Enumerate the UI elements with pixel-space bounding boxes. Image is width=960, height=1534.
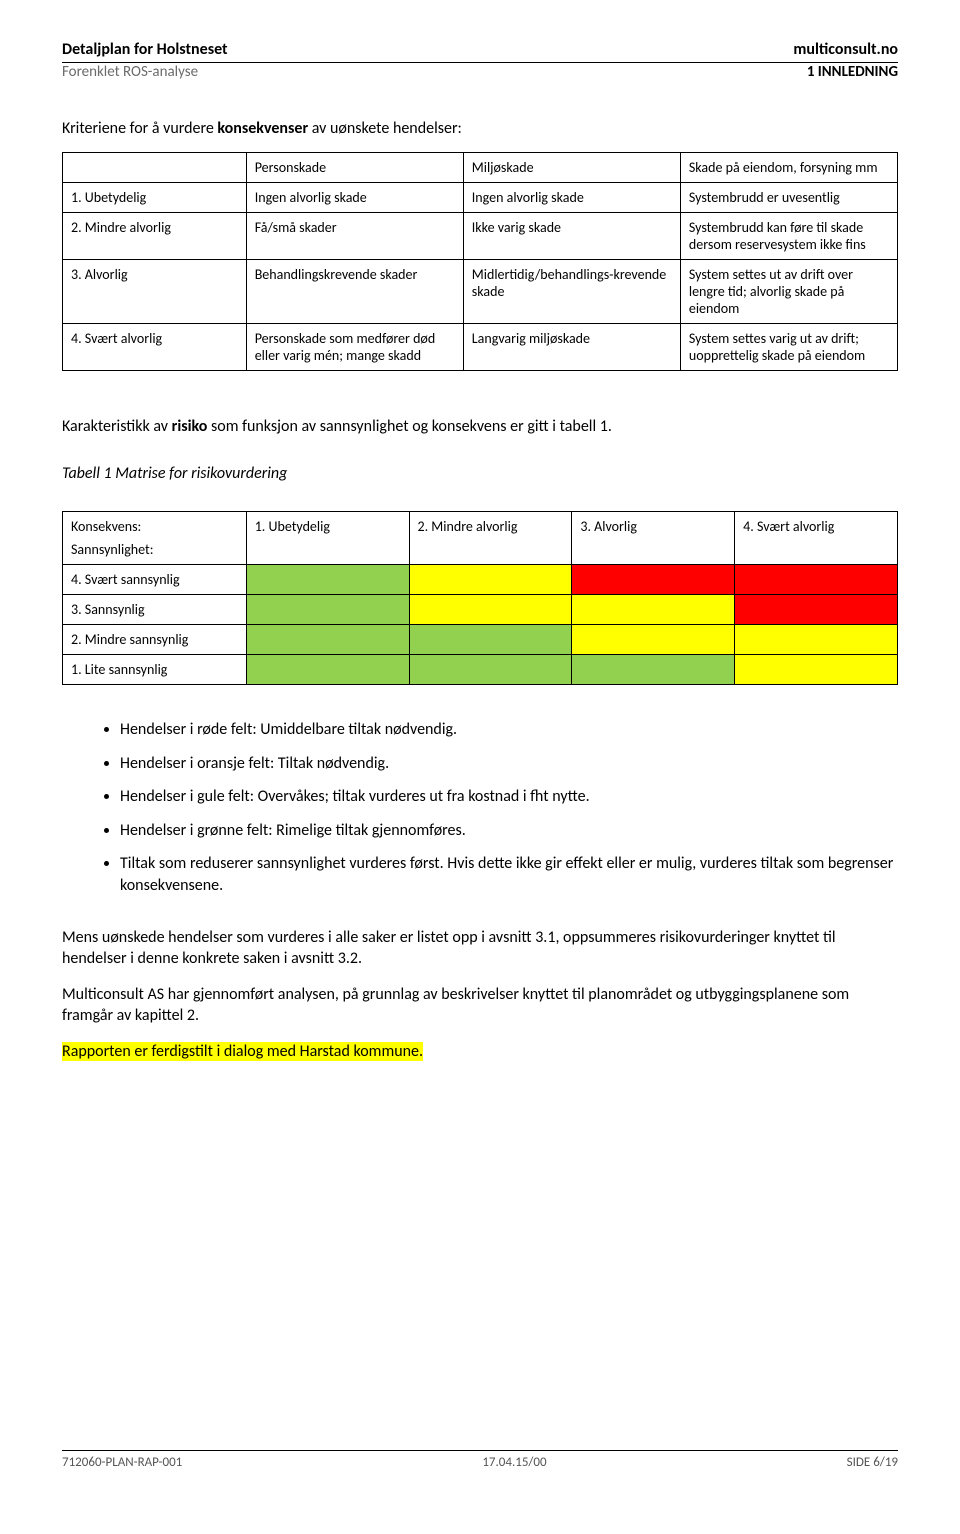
matrix-cell: [409, 565, 572, 595]
page-header: Detaljplan for Holstneset multiconsult.n…: [62, 40, 898, 81]
matrix-col-3: 3. Alvorlig: [572, 512, 735, 565]
para-2: Multiconsult AS har gjennomført analysen…: [62, 984, 898, 1027]
matrix-row-label: 3. Sannsynlig: [63, 595, 247, 625]
header-row-2: Forenklet ROS-analyse 1 INNLEDNING: [62, 63, 898, 81]
table-header-row: Personskade Miljøskade Skade på eiendom,…: [63, 153, 898, 183]
table-cell: Systembrudd kan føre til skade dersom re…: [680, 213, 897, 260]
doc-title: Detaljplan for Holstneset: [62, 40, 228, 59]
k-suffix: som funksjon av sannsynlighet og konsekv…: [207, 417, 612, 436]
table-cell: Midlertidig/behandlings-krevende skade: [463, 260, 680, 324]
bullet-item: Hendelser i grønne felt: Rimelige tiltak…: [120, 820, 898, 842]
table-row: 1. UbetydeligIngen alvorlig skadeIngen a…: [63, 183, 898, 213]
k-prefix: Karakteristikk av: [62, 417, 172, 436]
header-row-1: Detaljplan for Holstneset multiconsult.n…: [62, 40, 898, 59]
k-bold: risiko: [172, 417, 208, 436]
matrix-corner: Konsekvens: Sannsynlighet:: [63, 512, 247, 565]
matrix-cell: [735, 625, 898, 655]
th-eiendom: Skade på eiendom, forsyning mm: [680, 153, 897, 183]
matrix-col-1: 1. Ubetydelig: [246, 512, 409, 565]
table-cell: Få/små skader: [246, 213, 463, 260]
th-miljoskade: Miljøskade: [463, 153, 680, 183]
intro-suffix: av uønskete hendelser:: [308, 119, 462, 138]
table-cell: Behandlingskrevende skader: [246, 260, 463, 324]
page-content: Kriteriene for å vurdere konsekvenser av…: [62, 81, 898, 1424]
page: Detaljplan for Holstneset multiconsult.n…: [0, 0, 960, 1500]
para-3-highlight: Rapporten er ferdigstilt i dialog med Ha…: [62, 1042, 423, 1061]
matrix-cell: [246, 595, 409, 625]
matrix-row-label: 1. Lite sannsynlig: [63, 655, 247, 685]
matrix-corner-top: Konsekvens:: [71, 518, 238, 535]
brand: multiconsult.no: [793, 40, 898, 59]
matrix-cell: [246, 625, 409, 655]
matrix-cell: [572, 565, 735, 595]
matrix-row: 2. Mindre sannsynlig: [63, 625, 898, 655]
footer-right: SIDE 6/19: [847, 1455, 898, 1470]
para-3-wrap: Rapporten er ferdigstilt i dialog med Ha…: [62, 1041, 898, 1063]
spacer: [62, 371, 898, 407]
footer-center: 17.04.15/00: [482, 1455, 546, 1470]
table-row: 2. Mindre alvorligFå/små skaderIkke vari…: [63, 213, 898, 260]
bullet-item: Hendelser i gule felt: Overvåkes; tiltak…: [120, 786, 898, 808]
matrix-cell: [409, 655, 572, 685]
matrix-row: 4. Svært sannsynlig: [63, 565, 898, 595]
table-cell: Ingen alvorlig skade: [463, 183, 680, 213]
table-cell: Ikke varig skade: [463, 213, 680, 260]
matrix-cell: [735, 565, 898, 595]
table-row: 3. AlvorligBehandlingskrevende skaderMid…: [63, 260, 898, 324]
page-footer: 712060-PLAN-RAP-001 17.04.15/00 SIDE 6/1…: [62, 1450, 898, 1470]
matrix-row-label: 4. Svært sannsynlig: [63, 565, 247, 595]
matrix-corner-bottom: Sannsynlighet:: [71, 541, 238, 558]
table-cell: Personskade som medfører død eller varig…: [246, 324, 463, 371]
consequence-tbody: 1. UbetydeligIngen alvorlig skadeIngen a…: [63, 183, 898, 371]
matrix-col-4: 4. Svært alvorlig: [735, 512, 898, 565]
table-cell: System settes ut av drift over lengre ti…: [680, 260, 897, 324]
matrix-cell: [246, 655, 409, 685]
risk-matrix: Konsekvens: Sannsynlighet: 1. Ubetydelig…: [62, 511, 898, 685]
th-blank: [63, 153, 247, 183]
matrix-tbody: 4. Svært sannsynlig3. Sannsynlig2. Mindr…: [63, 565, 898, 685]
table-cell: System settes varig ut av drift; uoppret…: [680, 324, 897, 371]
matrix-cell: [572, 625, 735, 655]
matrix-cell: [246, 565, 409, 595]
table-cell: 2. Mindre alvorlig: [63, 213, 247, 260]
table-cell: Langvarig miljøskade: [463, 324, 680, 371]
table-row: 4. Svært alvorligPersonskade som medføre…: [63, 324, 898, 371]
bullet-item: Hendelser i oransje felt: Tiltak nødvend…: [120, 753, 898, 775]
doc-subtitle: Forenklet ROS-analyse: [62, 63, 198, 81]
table-cell: 4. Svært alvorlig: [63, 324, 247, 371]
matrix-cell: [409, 595, 572, 625]
para-1: Mens uønskede hendelser som vurderes i a…: [62, 927, 898, 970]
matrix-cell: [735, 655, 898, 685]
matrix-cell: [572, 655, 735, 685]
matrix-row: 1. Lite sannsynlig: [63, 655, 898, 685]
matrix-caption: Tabell 1 Matrise for risikovurdering: [62, 464, 898, 483]
section-label: 1 INNLEDNING: [807, 63, 898, 81]
table-cell: 1. Ubetydelig: [63, 183, 247, 213]
matrix-row: 3. Sannsynlig: [63, 595, 898, 625]
matrix-cell: [735, 595, 898, 625]
consequence-table: Personskade Miljøskade Skade på eiendom,…: [62, 152, 898, 371]
footer-left: 712060-PLAN-RAP-001: [62, 1455, 182, 1470]
table-cell: 3. Alvorlig: [63, 260, 247, 324]
matrix-cell: [409, 625, 572, 655]
table-cell: Systembrudd er uvesentlig: [680, 183, 897, 213]
bullet-list: Hendelser i røde felt: Umiddelbare tilta…: [62, 719, 898, 897]
bullet-item: Hendelser i røde felt: Umiddelbare tilta…: [120, 719, 898, 741]
intro-bold: konsekvenser: [217, 119, 308, 138]
table-cell: Ingen alvorlig skade: [246, 183, 463, 213]
intro-prefix: Kriteriene for å vurdere: [62, 119, 217, 138]
intro-text: Kriteriene for å vurdere konsekvenser av…: [62, 119, 898, 138]
bullet-item: Tiltak som reduserer sannsynlighet vurde…: [120, 853, 898, 896]
karakteristikk-text: Karakteristikk av risiko som funksjon av…: [62, 417, 898, 436]
matrix-col-2: 2. Mindre alvorlig: [409, 512, 572, 565]
matrix-row-label: 2. Mindre sannsynlig: [63, 625, 247, 655]
matrix-cell: [572, 595, 735, 625]
th-personskade: Personskade: [246, 153, 463, 183]
